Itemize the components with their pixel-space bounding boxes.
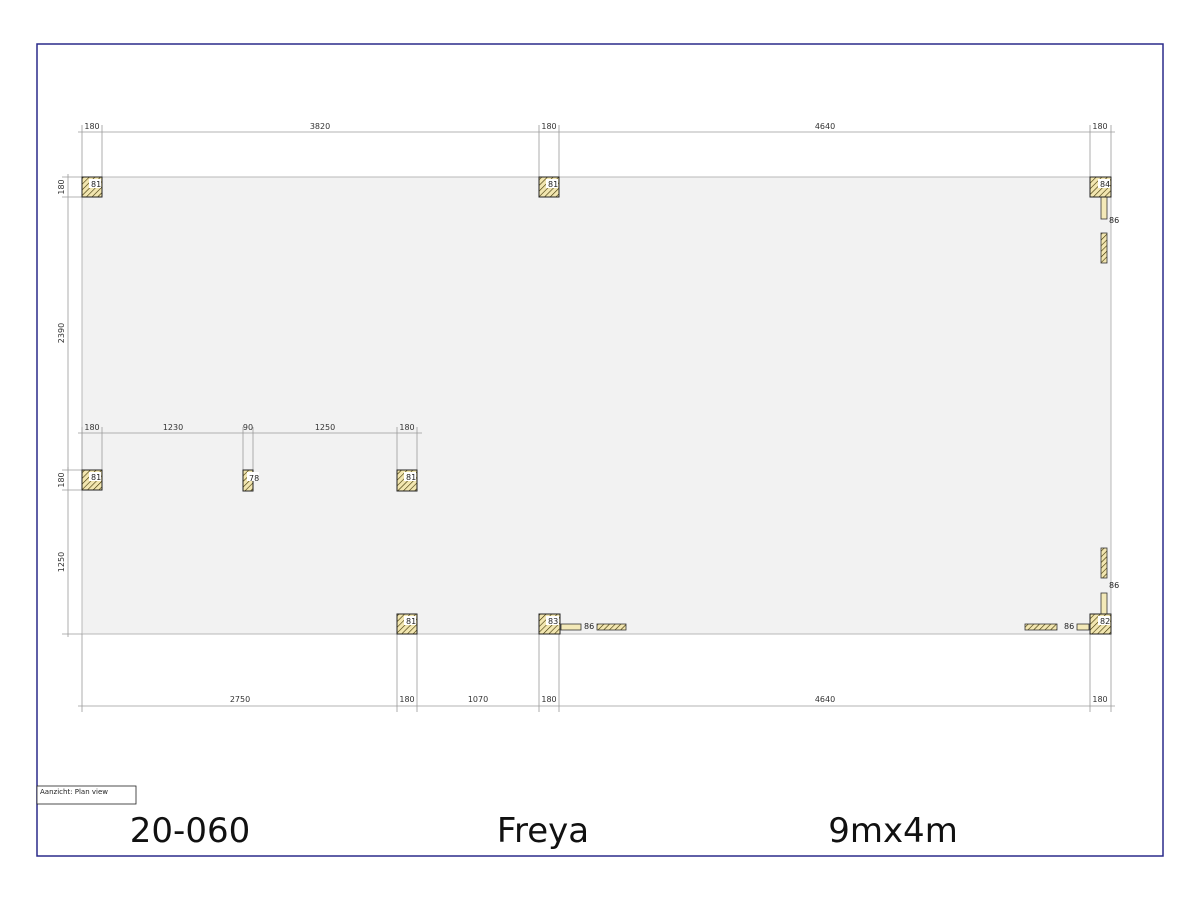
dim-bottom-5: 4640 bbox=[815, 695, 835, 704]
post-label-top-mid: 81 bbox=[548, 180, 558, 189]
dimension-chain-bottom bbox=[78, 634, 1115, 712]
wall-segment-bottom-right bbox=[1024, 623, 1090, 631]
wall-tag-right-lower: 86 bbox=[1109, 581, 1119, 590]
post-label-bottom-right: 82 bbox=[1100, 617, 1110, 626]
view-label-box bbox=[36, 785, 137, 805]
dim-middle-4: 1250 bbox=[315, 423, 335, 432]
dim-left-lower-2: 1250 bbox=[57, 552, 66, 572]
post-label-top-right: 84 bbox=[1100, 180, 1110, 189]
dim-left-upper-2: 2390 bbox=[57, 323, 66, 343]
dim-top-3: 180 bbox=[541, 122, 556, 131]
wall-tag-right-upper: 86 bbox=[1109, 216, 1119, 225]
post-bottom-mid bbox=[538, 613, 561, 635]
dim-left-upper-1: 180 bbox=[57, 179, 66, 194]
view-label: Aanzicht: Plan view bbox=[40, 788, 108, 796]
post-label-bottom-mid: 83 bbox=[548, 617, 558, 626]
project-number: 20-060 bbox=[130, 811, 250, 851]
floor-slab bbox=[81, 176, 1112, 635]
dimension-chain-left-upper bbox=[62, 174, 82, 473]
model-name: Freya bbox=[497, 811, 589, 851]
dim-bottom-6: 180 bbox=[1092, 695, 1107, 704]
dimension-chain-left-lower bbox=[62, 467, 82, 637]
post-label-mid-right: 81 bbox=[406, 473, 416, 482]
post-bottom-left bbox=[396, 613, 418, 635]
dim-top-4: 4640 bbox=[815, 122, 835, 131]
dim-top-2: 3820 bbox=[310, 122, 330, 131]
dim-middle-5: 180 bbox=[399, 423, 414, 432]
dim-bottom-1: 2750 bbox=[230, 695, 250, 704]
dim-top-1: 180 bbox=[84, 122, 99, 131]
post-label-mid-left: 81 bbox=[91, 473, 101, 482]
post-bottom-right bbox=[1089, 613, 1112, 635]
post-label-mid-small: 78 bbox=[249, 474, 259, 483]
wall-tag-bottom-right: 86 bbox=[1064, 622, 1074, 631]
dim-middle-2: 1230 bbox=[163, 423, 183, 432]
dim-middle-3: 90 bbox=[243, 423, 253, 432]
post-top-right bbox=[1089, 176, 1112, 198]
wall-segment-bottom-mid bbox=[560, 623, 627, 631]
dim-bottom-3: 1070 bbox=[468, 695, 488, 704]
model-size: 9mx4m bbox=[828, 811, 958, 851]
post-top-mid bbox=[538, 176, 560, 198]
dim-bottom-2: 180 bbox=[399, 695, 414, 704]
post-top-left bbox=[81, 176, 103, 198]
dim-middle-1: 180 bbox=[84, 423, 99, 432]
post-label-bottom-left: 81 bbox=[406, 617, 416, 626]
dim-left-lower-1: 180 bbox=[57, 472, 66, 487]
dim-top-5: 180 bbox=[1092, 122, 1107, 131]
post-label-top-left: 81 bbox=[91, 180, 101, 189]
post-mid-small bbox=[242, 469, 259, 492]
wall-tag-bottom-mid: 86 bbox=[584, 622, 594, 631]
dimension-chain-top bbox=[78, 125, 1115, 177]
dimension-chain-middle bbox=[78, 427, 422, 470]
sheet-border bbox=[36, 43, 1164, 857]
post-mid-left bbox=[81, 469, 103, 491]
post-mid-right bbox=[396, 469, 418, 492]
dim-bottom-4: 180 bbox=[541, 695, 556, 704]
